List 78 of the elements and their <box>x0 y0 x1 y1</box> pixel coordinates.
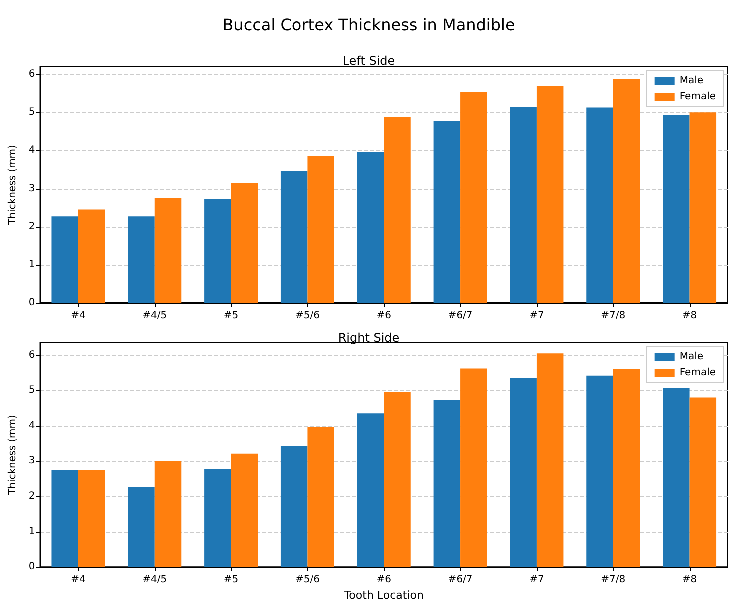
y-tick-label: 2 <box>28 491 36 502</box>
y-tick-label: 3 <box>28 456 36 467</box>
x-axis-title: Tooth Location <box>343 589 424 602</box>
bar <box>384 117 411 303</box>
bar <box>231 454 258 568</box>
x-tick-label: #8 <box>682 310 698 322</box>
bar <box>154 198 182 303</box>
y-tick-label: 6 <box>28 350 36 361</box>
bar <box>586 108 614 303</box>
x-tick-label: #7/8 <box>601 574 626 586</box>
y-tick-label: 3 <box>28 183 36 194</box>
x-tick-label: #6/7 <box>448 310 473 322</box>
y-tick-label: 0 <box>28 298 36 308</box>
x-tick-label: #8 <box>682 574 698 586</box>
y-tick-label: 4 <box>28 420 36 432</box>
bar <box>690 112 717 303</box>
x-tick-label: #4/5 <box>142 310 168 322</box>
bar <box>52 470 78 568</box>
x-tick-label: #7 <box>530 310 544 322</box>
legend-label: Female <box>680 92 716 102</box>
bar <box>613 80 640 303</box>
bar <box>204 468 232 568</box>
x-tick-label: #4 <box>71 574 86 586</box>
y-tick-label: 2 <box>28 221 36 232</box>
bar <box>460 92 488 303</box>
x-tick-label: #5 <box>224 310 239 322</box>
bar <box>536 86 564 303</box>
bar <box>154 461 182 568</box>
x-tick-label: #6 <box>376 310 392 322</box>
x-tick-label: #6 <box>376 574 392 586</box>
bar <box>536 354 564 568</box>
bar <box>204 199 232 303</box>
bar <box>308 156 334 303</box>
bar <box>690 398 717 568</box>
x-tick-label: #7/8 <box>601 310 626 322</box>
y-tick-label: 1 <box>28 259 36 270</box>
chart-title: Right Side <box>338 331 400 345</box>
legend-label: Male <box>680 352 704 362</box>
bar <box>78 210 106 303</box>
x-tick-label: #5/6 <box>295 574 320 586</box>
bar <box>434 121 461 303</box>
bar <box>613 369 640 568</box>
bar <box>308 427 334 568</box>
bar <box>434 400 461 568</box>
y-tick-label: 1 <box>28 526 36 538</box>
bar <box>52 216 78 303</box>
bar <box>128 486 155 568</box>
bar <box>357 414 384 568</box>
bar <box>460 368 488 568</box>
bar <box>280 446 308 568</box>
bar <box>663 114 690 303</box>
x-tick-label: #5 <box>224 574 239 586</box>
x-tick-label: #4/5 <box>142 574 168 586</box>
y-tick-label: 6 <box>28 69 36 80</box>
legend-label: Male <box>680 76 704 86</box>
x-tick-label: #4 <box>71 310 86 322</box>
bar <box>384 392 411 568</box>
bar <box>510 106 537 303</box>
y-axis-title: Thickness (mm) <box>8 415 18 496</box>
legend-label: Female <box>680 368 716 378</box>
bar <box>510 378 537 568</box>
bar <box>128 216 155 303</box>
bar <box>280 171 308 303</box>
chart-title: Buccal Cortex Thickness in Mandible <box>222 16 516 34</box>
y-tick-label: 5 <box>28 107 36 118</box>
bar <box>78 470 106 568</box>
bar <box>663 388 690 568</box>
chart-subtitle: Left Side <box>342 54 396 68</box>
y-tick-label: 4 <box>28 145 36 156</box>
y-tick-label: 5 <box>28 385 36 396</box>
y-tick-label: 0 <box>28 562 36 573</box>
bar <box>231 183 258 303</box>
bar <box>357 152 384 303</box>
bar <box>586 376 614 568</box>
x-tick-label: #5/6 <box>295 310 320 322</box>
x-tick-label: #7 <box>530 574 544 586</box>
y-axis-title: Thickness (mm) <box>8 144 18 226</box>
x-tick-label: #6/7 <box>448 574 473 586</box>
